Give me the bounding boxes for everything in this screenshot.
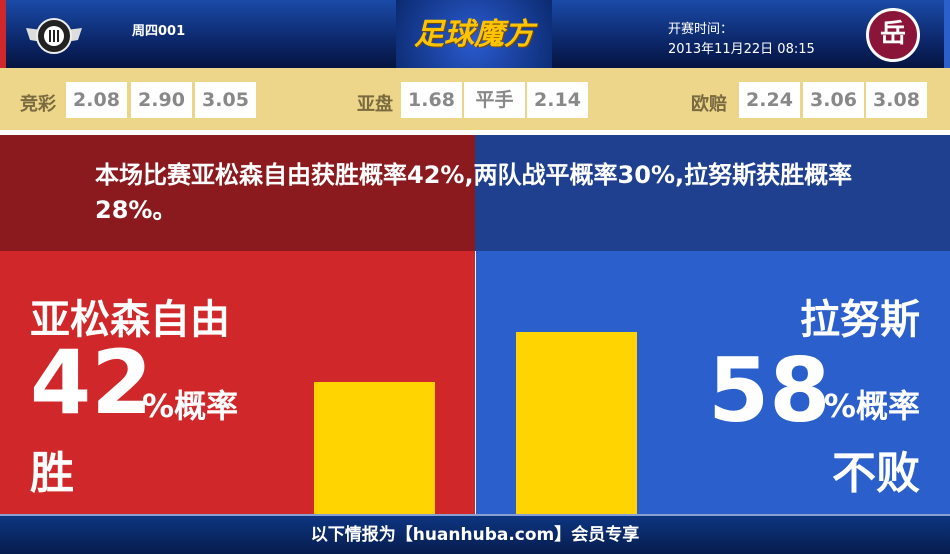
- home-percent-unit: %概率: [142, 387, 239, 425]
- jingcai-label: 竞彩: [20, 94, 56, 115]
- odds-bar: 竞彩 2.08 2.90 3.05 亚盘 1.68 平手 2.14 欧赔 2.2…: [0, 68, 950, 130]
- away-panel: 拉努斯 58 %概率 不败: [476, 251, 950, 514]
- home-team-logo: [26, 18, 82, 54]
- yapan-odd: 2.14: [527, 82, 588, 118]
- home-percent: 42: [30, 331, 153, 434]
- jingcai-odd: 3.05: [195, 82, 256, 118]
- home-color-edge: [0, 0, 6, 68]
- oupei-odd: 2.24: [739, 82, 800, 118]
- home-team-name: 亚松森自由: [30, 297, 230, 343]
- jingcai-odd: 2.90: [131, 82, 192, 118]
- away-team-name: 拉努斯: [800, 297, 920, 343]
- home-result: 胜: [30, 448, 74, 499]
- match-number: 周四001: [132, 24, 186, 39]
- message-band-away: [475, 135, 950, 251]
- away-team-logo: 岳: [866, 8, 920, 62]
- prediction-message: 本场比赛亚松森自由获胜概率42%,两队战平概率30%,拉努斯获胜概率28%。: [95, 161, 853, 224]
- away-percent-unit: %概率: [823, 387, 920, 425]
- away-probability-bar: [516, 331, 637, 514]
- header: 周四001 足球魔方 开赛时间： 2013年11月22日 08:15 岳: [0, 0, 950, 68]
- kickoff-label: 开赛时间：: [668, 22, 734, 37]
- footer-banner[interactable]: 以下情报为【huanhuba.com】会员专享: [0, 514, 950, 554]
- yapan-handicap: 平手: [464, 82, 525, 118]
- message-band-home: [0, 135, 475, 251]
- away-result: 不败: [832, 448, 920, 499]
- oupei-label: 欧赔: [691, 94, 727, 115]
- home-probability-bar: [314, 382, 435, 514]
- jingcai-odd: 2.08: [66, 82, 127, 118]
- oupei-odd: 3.06: [803, 82, 864, 118]
- yapan-label: 亚盘: [357, 94, 393, 115]
- away-percent: 58: [708, 339, 831, 442]
- away-color-edge: [944, 0, 950, 68]
- brand-logo: 足球魔方: [396, 0, 552, 68]
- yapan-odd: 1.68: [401, 82, 462, 118]
- home-panel: 亚松森自由 42 %概率 胜: [0, 251, 475, 514]
- oupei-odd: 3.08: [866, 82, 927, 118]
- kickoff-time: 2013年11月22日 08:15: [668, 42, 815, 57]
